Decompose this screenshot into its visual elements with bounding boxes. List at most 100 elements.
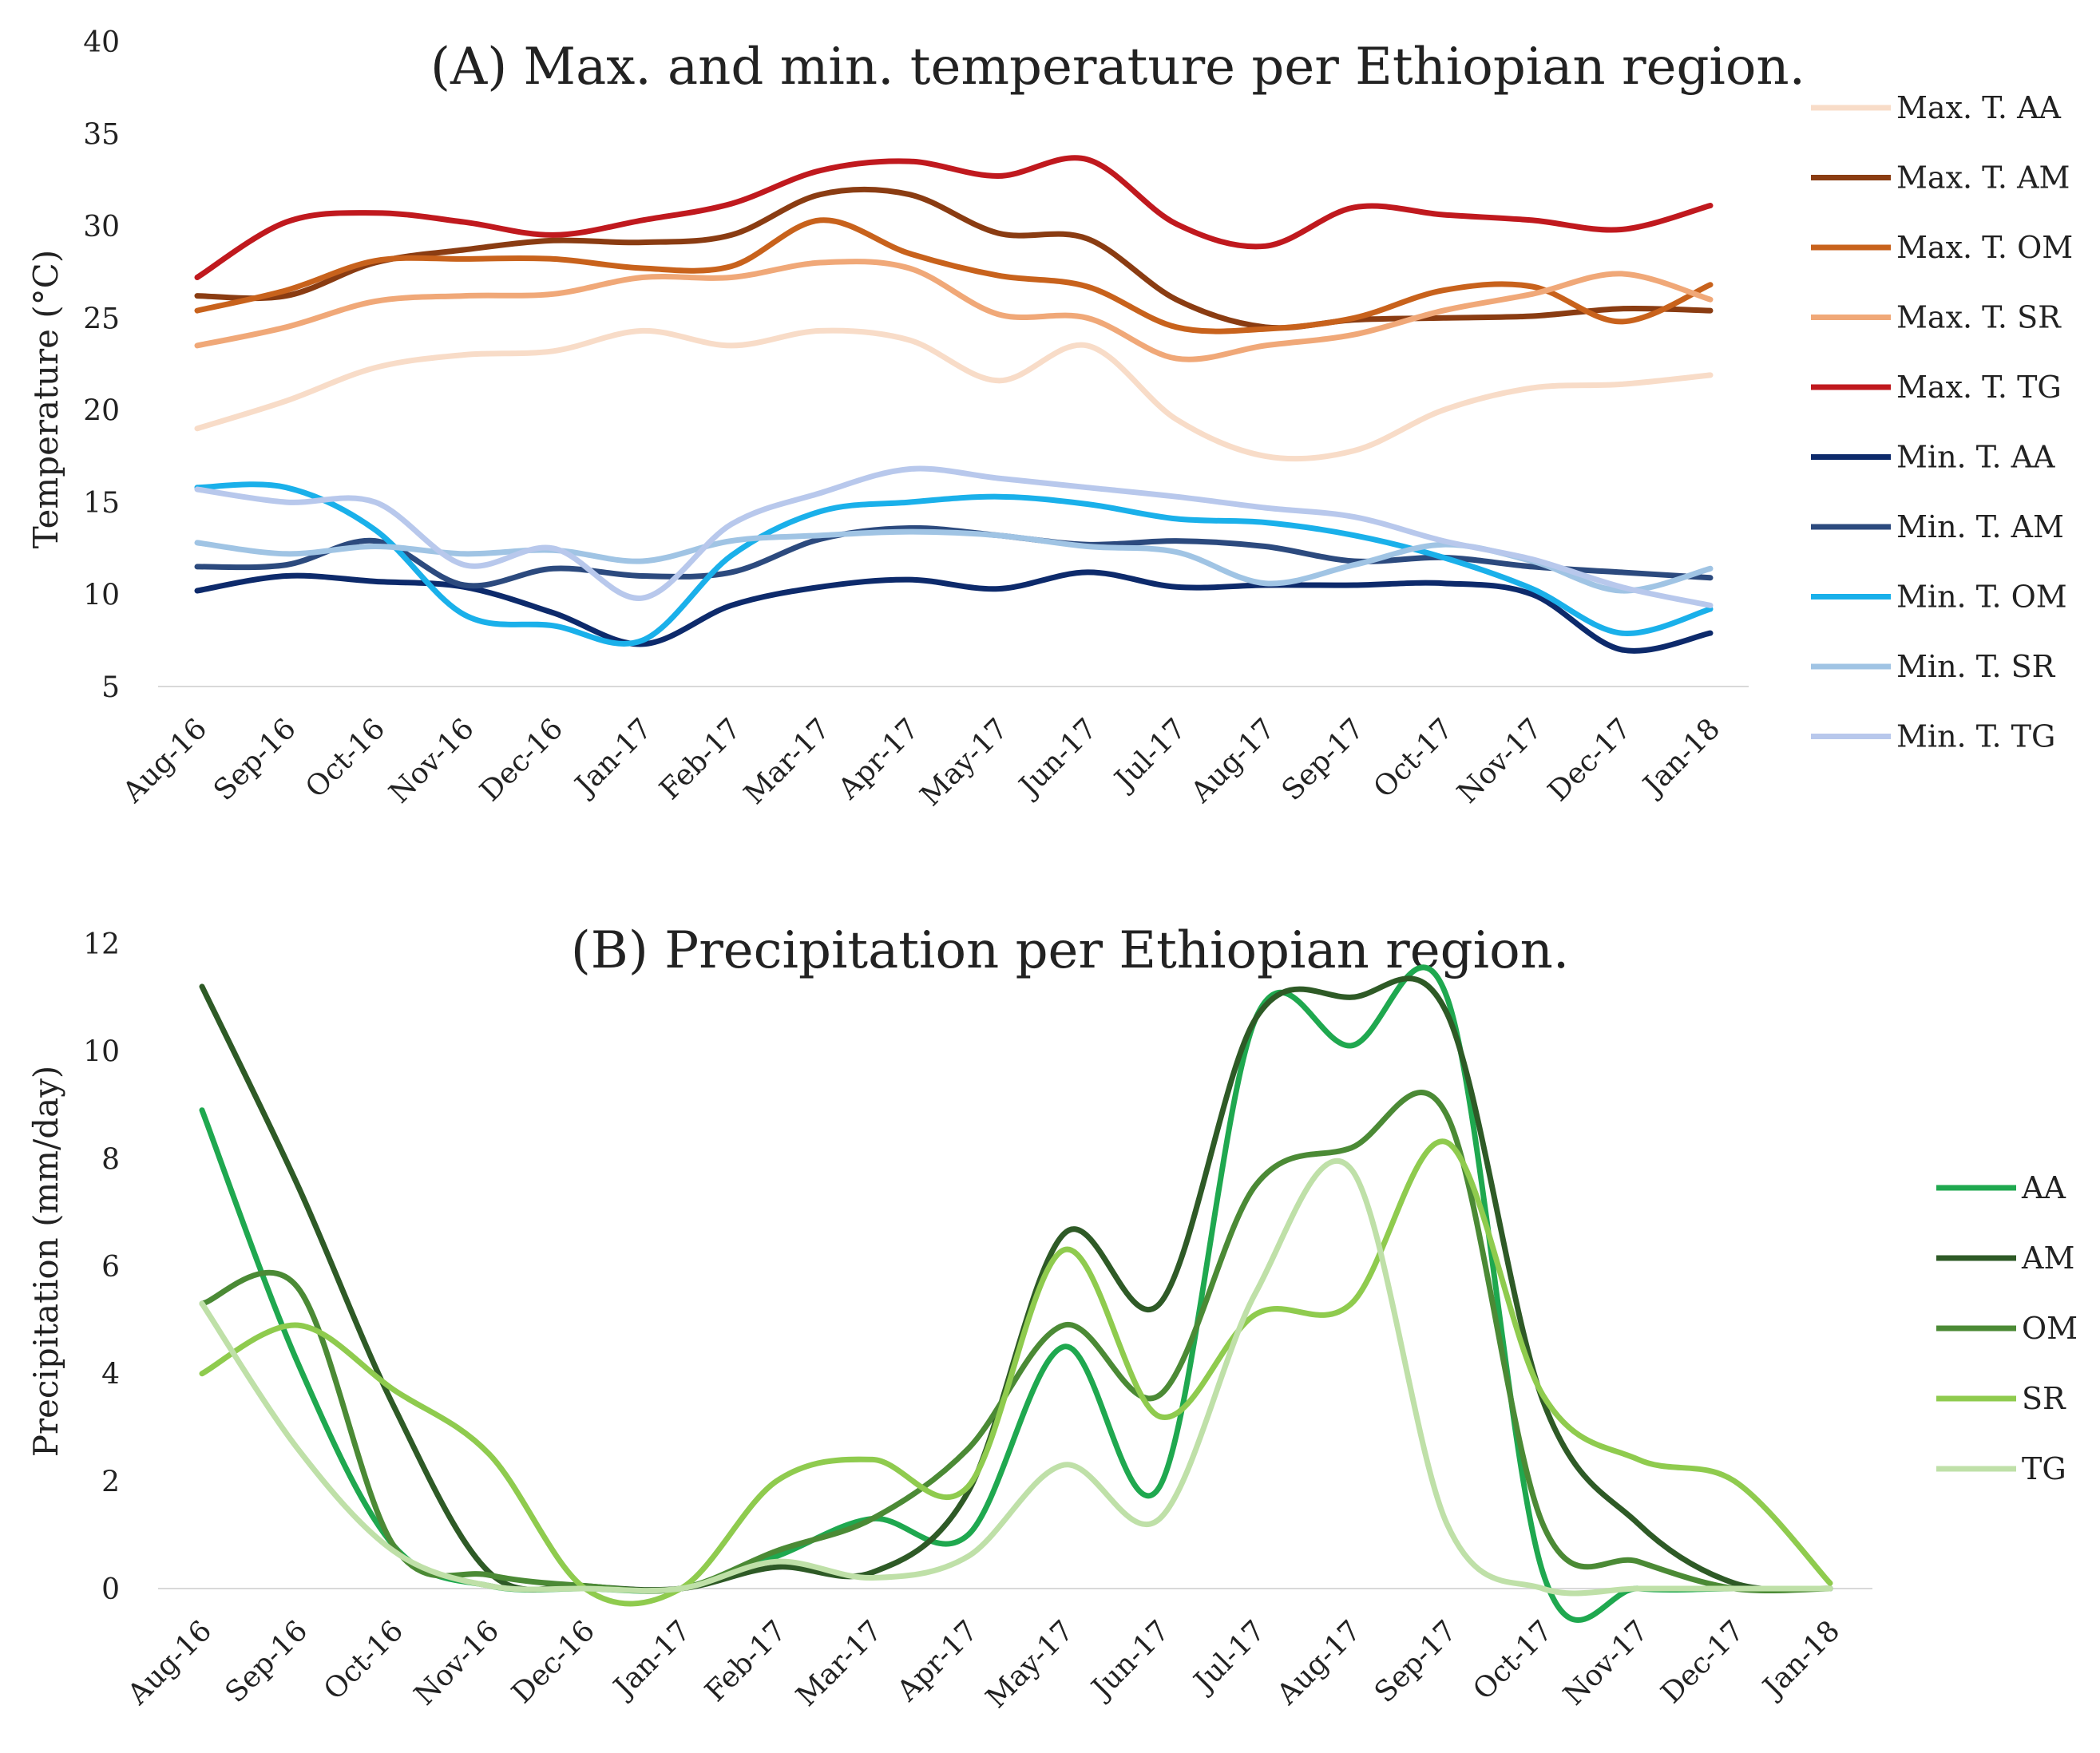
temperature-legend-label: Min. T. AA bbox=[1896, 440, 2055, 475]
precipitation-series-lines bbox=[199, 964, 1833, 1623]
precipitation-y-tick-label: 2 bbox=[101, 1466, 120, 1498]
temperature-series-line-max-t-tg bbox=[194, 155, 1714, 280]
temperature-legend-label: Max. T. OM bbox=[1896, 230, 2073, 265]
temperature-legend-item-min-t-tg: Min. T. TG bbox=[1811, 719, 2055, 754]
temperature-legend-label: Max. T. TG bbox=[1896, 370, 2062, 405]
precipitation-y-tick-label: 0 bbox=[101, 1573, 120, 1606]
temperature-x-tick-label: Jan-18 bbox=[1635, 712, 1727, 804]
temperature-legend-item-max-t-sr: Max. T. SR bbox=[1811, 300, 2062, 335]
temperature-x-tick-label: Dec-17 bbox=[1542, 712, 1638, 808]
temperature-legend-item-max-t-am: Max. T. AM bbox=[1811, 160, 2070, 196]
temperature-x-tick-label: Nov-17 bbox=[1451, 712, 1548, 809]
temperature-legend-item-max-t-aa: Max. T. AA bbox=[1811, 90, 2062, 125]
precipitation-legend-item-am: AM bbox=[1936, 1241, 2074, 1276]
temperature-series-lines bbox=[194, 155, 1714, 654]
precipitation-legend-label: TG bbox=[2022, 1451, 2066, 1486]
temperature-legend-label: Max. T. SR bbox=[1896, 300, 2062, 335]
precipitation-series-line-aa bbox=[199, 964, 1833, 1623]
precipitation-y-ticks: 0 2 4 6 8 10 12 bbox=[83, 928, 120, 1606]
temperature-legend-item-min-t-am: Min. T. AM bbox=[1811, 509, 2064, 544]
precipitation-series-line-sr bbox=[199, 1138, 1833, 1607]
temperature-x-tick-label: Feb-17 bbox=[654, 712, 748, 806]
precipitation-y-tick-label: 12 bbox=[83, 928, 120, 961]
temperature-x-tick-label: Nov-16 bbox=[383, 712, 481, 809]
temperature-chart: (A) Max. and min. temperature per Ethiop… bbox=[26, 26, 2073, 813]
temperature-legend-item-min-t-om: Min. T. OM bbox=[1811, 580, 2067, 615]
temperature-x-tick-label: Jan-17 bbox=[567, 712, 659, 804]
temperature-legend-item-min-t-sr: Min. T. SR bbox=[1811, 649, 2056, 684]
temperature-series-line-max-t-sr bbox=[194, 259, 1714, 362]
precipitation-legend-item-tg: TG bbox=[1936, 1451, 2066, 1486]
temperature-x-tick-label: Dec-16 bbox=[474, 712, 570, 808]
precipitation-x-tick-label: Oct-17 bbox=[1467, 1614, 1559, 1706]
precipitation-series-line-am bbox=[199, 975, 1833, 1593]
precipitation-x-tick-label: Nov-17 bbox=[1558, 1614, 1655, 1711]
temperature-x-tick-label: Oct-17 bbox=[1368, 712, 1460, 804]
precipitation-x-tick-label: Jan-18 bbox=[1755, 1614, 1847, 1706]
precipitation-x-tick-label: May-17 bbox=[980, 1614, 1080, 1715]
temperature-y-ticks: 5 10 15 20 25 30 35 40 bbox=[83, 26, 120, 704]
temperature-legend-label: Min. T. SR bbox=[1896, 649, 2056, 684]
temperature-legend-item-max-t-om: Max. T. OM bbox=[1811, 230, 2073, 265]
temperature-x-tick-label: Sep-17 bbox=[1276, 712, 1371, 807]
precipitation-legend-item-sr: SR bbox=[1936, 1381, 2066, 1416]
precipitation-x-tick-label: Sep-17 bbox=[1369, 1614, 1464, 1709]
precipitation-y-tick-label: 6 bbox=[101, 1251, 120, 1284]
precipitation-series-line-tg bbox=[199, 1158, 1833, 1597]
precipitation-x-tick-label: Aug-17 bbox=[1270, 1614, 1368, 1711]
temperature-y-tick-label: 35 bbox=[83, 118, 120, 151]
precipitation-x-tick-label: Oct-16 bbox=[318, 1614, 410, 1706]
precipitation-x-tick-label: Jan-17 bbox=[605, 1614, 697, 1706]
precipitation-y-tick-label: 8 bbox=[101, 1143, 120, 1176]
precipitation-legend: AA AM OM SR TG bbox=[1936, 1170, 2078, 1486]
precipitation-y-axis-label: Precipitation (mm/day) bbox=[26, 1066, 65, 1458]
temperature-legend-label: Max. T. AA bbox=[1896, 90, 2062, 125]
temperature-legend-label: Min. T. OM bbox=[1896, 580, 2067, 615]
precipitation-chart-title: (B) Precipitation per Ethiopian region. bbox=[571, 921, 1569, 980]
temperature-x-tick-label: Sep-16 bbox=[208, 712, 303, 807]
temperature-legend-item-max-t-tg: Max. T. TG bbox=[1811, 370, 2062, 405]
precipitation-legend-label: AM bbox=[2021, 1241, 2074, 1276]
temperature-y-tick-label: 40 bbox=[83, 26, 120, 59]
temperature-chart-title: (A) Max. and min. temperature per Ethiop… bbox=[430, 38, 1805, 97]
precipitation-chart: (B) Precipitation per Ethiopian region. … bbox=[26, 921, 2078, 1715]
temperature-x-tick-label: Aug-17 bbox=[1184, 712, 1282, 809]
temperature-series-line-max-t-om bbox=[194, 217, 1714, 334]
precipitation-x-tick-label: Feb-17 bbox=[699, 1614, 793, 1708]
temperature-x-tick-label: May-17 bbox=[914, 712, 1015, 813]
temperature-series-line-max-t-am bbox=[194, 186, 1714, 331]
temperature-x-tick-label: Oct-16 bbox=[299, 712, 391, 804]
precipitation-legend-label: SR bbox=[2022, 1381, 2066, 1416]
temperature-y-tick-label: 10 bbox=[83, 580, 120, 612]
precipitation-x-tick-label: Jul-17 bbox=[1186, 1614, 1272, 1700]
temperature-series-line-min-t-tg bbox=[194, 465, 1714, 608]
precipitation-x-tick-label: Dec-16 bbox=[505, 1614, 601, 1710]
temperature-y-tick-label: 15 bbox=[83, 487, 120, 520]
precipitation-x-tick-label: Mar-17 bbox=[790, 1614, 889, 1712]
temperature-x-tick-label: Jun-17 bbox=[1011, 712, 1103, 805]
temperature-series-line-max-t-aa bbox=[194, 327, 1714, 462]
precipitation-legend-label: OM bbox=[2022, 1311, 2078, 1346]
temperature-x-tick-label: Apr-17 bbox=[832, 712, 926, 806]
temperature-series-line-min-t-aa bbox=[194, 569, 1714, 654]
temperature-y-axis-label: Temperature (°C) bbox=[26, 250, 65, 548]
precipitation-x-tick-label: Jun-17 bbox=[1084, 1614, 1176, 1707]
precipitation-x-tick-label: Sep-16 bbox=[220, 1614, 315, 1709]
temperature-series-line-min-t-om bbox=[194, 481, 1714, 647]
precipitation-x-tick-label: Apr-17 bbox=[890, 1614, 985, 1708]
precipitation-x-tick-label: Dec-17 bbox=[1655, 1614, 1751, 1710]
temperature-y-tick-label: 5 bbox=[101, 671, 120, 704]
temperature-x-tick-label: Mar-17 bbox=[738, 712, 836, 810]
precipitation-y-tick-label: 10 bbox=[83, 1036, 120, 1069]
temperature-x-tick-label: Jul-17 bbox=[1107, 712, 1193, 798]
temperature-legend-label: Max. T. AM bbox=[1896, 160, 2070, 196]
temperature-legend-label: Min. T. AM bbox=[1896, 509, 2064, 544]
precipitation-legend-item-om: OM bbox=[1936, 1311, 2078, 1346]
precipitation-legend-item-aa: AA bbox=[1936, 1170, 2066, 1205]
precipitation-x-tick-label: Nov-16 bbox=[408, 1614, 505, 1711]
temperature-x-tick-label: Aug-16 bbox=[117, 712, 214, 809]
